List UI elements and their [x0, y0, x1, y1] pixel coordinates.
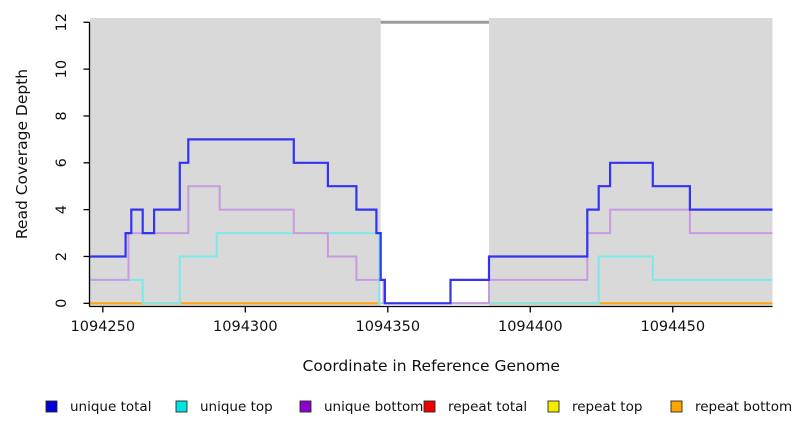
x-axis-title: Coordinate in Reference Genome: [303, 357, 560, 375]
legend-label-unique-top: unique top: [200, 399, 273, 415]
plot-covered-region-left: [90, 18, 381, 306]
legend-swatch-repeat-total: [423, 400, 436, 413]
x-tick-label: 1094350: [356, 319, 421, 335]
y-tick-label: 4: [54, 205, 70, 214]
x-tick-label: 1094450: [640, 319, 705, 335]
legend-label-repeat-bottom: repeat bottom: [695, 399, 792, 415]
legend-swatch-repeat-bottom: [670, 400, 683, 413]
x-tick-label: 1094250: [71, 319, 136, 335]
y-axis-title: Read Coverage Depth: [13, 69, 31, 239]
series-line-unique-bottom: [90, 185, 773, 305]
legend-label-unique-bottom: unique bottom: [324, 399, 423, 415]
legend-swatch-unique-bottom: [299, 400, 312, 413]
legend-label-unique-total: unique total: [70, 399, 151, 415]
x-tick-label: 1094400: [498, 319, 563, 335]
x-tick-label: 1094300: [213, 319, 278, 335]
series-line-unique-total: [90, 138, 773, 305]
legend-swatch-unique-total: [45, 400, 58, 413]
y-tick-label: 0: [54, 299, 70, 308]
y-tick-label: 10: [54, 60, 70, 78]
y-tick-label: 6: [54, 158, 70, 167]
y-tick-label: 12: [54, 13, 70, 31]
legend-swatch-repeat-top: [547, 400, 560, 413]
y-tick-label: 2: [54, 252, 70, 261]
legend-label-repeat-top: repeat top: [572, 399, 642, 415]
legend-swatch-unique-top: [175, 400, 188, 413]
legend-label-repeat-total: repeat total: [448, 399, 527, 415]
y-tick-label: 8: [54, 111, 70, 120]
